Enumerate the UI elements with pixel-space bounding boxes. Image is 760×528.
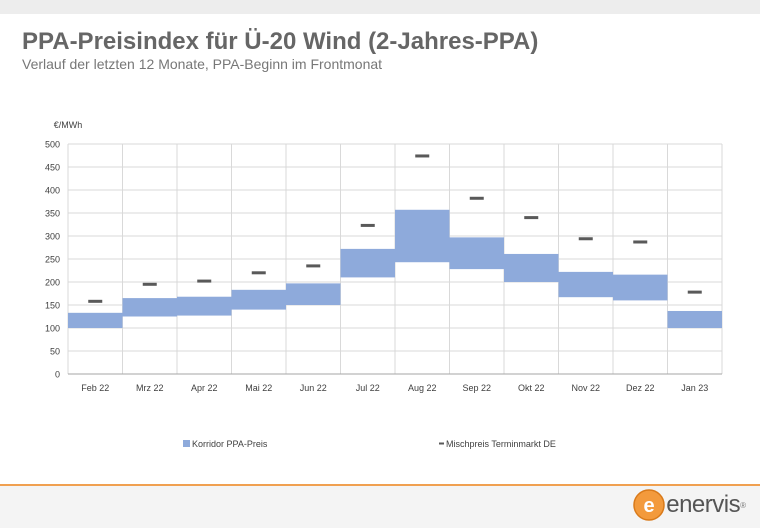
range-bar bbox=[395, 209, 450, 263]
range-bar bbox=[286, 283, 341, 305]
legend-label-range: Korridor PPA-Preis bbox=[192, 439, 268, 449]
x-tick-label: Apr 22 bbox=[191, 383, 218, 393]
y-tick-label: 300 bbox=[45, 232, 60, 242]
y-tick-label: 150 bbox=[45, 301, 60, 311]
x-tick-label: Nov 22 bbox=[571, 383, 600, 393]
price-marker bbox=[142, 282, 157, 286]
x-tick-label: Mrz 22 bbox=[136, 383, 164, 393]
price-marker bbox=[469, 196, 484, 200]
price-marker bbox=[415, 154, 430, 158]
ppa-price-chart: €/MWh 0 50 100 150 200 250 300 350 400 450 500 Feb 2… bbox=[45, 120, 723, 449]
enervis-logo: e enervis ® bbox=[632, 488, 746, 522]
chart-title: PPA-Preisindex für Ü-20 Wind (2-Jahres-P… bbox=[22, 28, 539, 55]
y-tick-label: 400 bbox=[45, 186, 60, 196]
price-marker bbox=[578, 237, 593, 241]
price-marker bbox=[687, 290, 702, 294]
x-tick-label: Jun 22 bbox=[300, 383, 327, 393]
price-marker bbox=[360, 223, 375, 227]
x-tick-label: Mai 22 bbox=[245, 383, 272, 393]
x-tick-label: Sep 22 bbox=[462, 383, 491, 393]
price-marker bbox=[306, 264, 321, 268]
range-bar bbox=[68, 312, 123, 328]
logo-wordmark: enervis bbox=[666, 491, 741, 518]
x-tick-label: Aug 22 bbox=[408, 383, 437, 393]
range-bar bbox=[340, 248, 395, 278]
range-bar bbox=[231, 289, 286, 310]
y-tick-label: 50 bbox=[50, 347, 60, 357]
top-band bbox=[0, 0, 760, 14]
range-bar bbox=[613, 274, 668, 301]
range-bar bbox=[177, 296, 232, 316]
y-tick-label: 500 bbox=[45, 140, 60, 150]
range-bar bbox=[667, 310, 722, 328]
legend-label-marker: Mischpreis Terminmarkt DE bbox=[446, 439, 556, 449]
logo-mark: e bbox=[644, 495, 655, 517]
y-tick-label: 350 bbox=[45, 209, 60, 219]
range-bar bbox=[122, 298, 177, 317]
range-bar bbox=[504, 253, 559, 282]
range-bar bbox=[558, 271, 613, 298]
x-tick-label: Jan 23 bbox=[681, 383, 708, 393]
x-tick-label: Okt 22 bbox=[518, 383, 545, 393]
y-tick-label: 200 bbox=[45, 278, 60, 288]
price-marker bbox=[524, 216, 539, 220]
x-tick-label: Dez 22 bbox=[626, 383, 655, 393]
chart-subtitle: Verlauf der letzten 12 Monate, PPA-Begin… bbox=[22, 56, 383, 72]
logo-registered: ® bbox=[740, 500, 746, 510]
price-marker bbox=[633, 240, 648, 244]
price-marker bbox=[251, 271, 266, 275]
y-unit-label: €/MWh bbox=[54, 120, 83, 130]
y-tick-label: 0 bbox=[55, 370, 60, 380]
y-tick-label: 250 bbox=[45, 255, 60, 265]
range-bar bbox=[449, 237, 504, 270]
price-marker bbox=[88, 299, 103, 303]
legend-swatch-range bbox=[183, 440, 190, 447]
y-tick-label: 450 bbox=[45, 163, 60, 173]
x-tick-label: Feb 22 bbox=[81, 383, 109, 393]
y-tick-label: 100 bbox=[45, 324, 60, 334]
enervis-logo-icon: e bbox=[633, 489, 665, 521]
footer-bar bbox=[0, 484, 760, 528]
x-tick-label: Jul 22 bbox=[356, 383, 380, 393]
legend-swatch-marker bbox=[439, 442, 444, 445]
price-marker bbox=[197, 279, 212, 283]
